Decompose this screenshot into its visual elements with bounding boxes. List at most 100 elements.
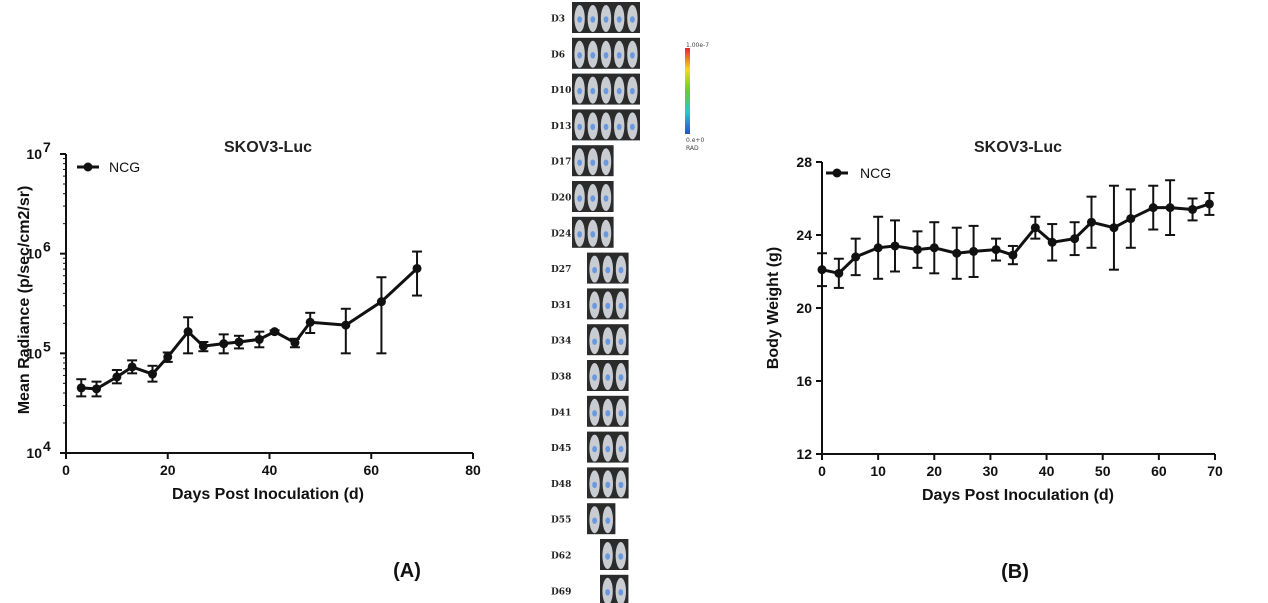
luminescence-signal [618, 266, 624, 274]
chart-a-series [76, 250, 423, 398]
luminescence-signal [616, 16, 622, 23]
data-point [991, 245, 1001, 255]
data-point [112, 372, 122, 382]
imaging-row [587, 467, 629, 499]
day-label: D27 [551, 265, 571, 275]
imaging-row [587, 324, 629, 356]
data-point [376, 297, 386, 307]
luminescence-signal [618, 302, 624, 310]
luminescence-signal [630, 123, 635, 131]
imaging-row [587, 503, 616, 535]
luminescence-signal [605, 302, 611, 310]
imaging-row [572, 216, 614, 248]
luminescence-signal [592, 302, 597, 310]
data-point [912, 245, 922, 255]
data-point [929, 243, 939, 253]
data-point [163, 352, 173, 362]
data-point [254, 334, 264, 344]
luminescence-signal [618, 553, 624, 560]
data-point [1126, 214, 1136, 224]
day-label: D3 [551, 15, 565, 25]
luminescence-signal [590, 123, 596, 131]
luminescence-signal [605, 553, 610, 560]
data-point [817, 265, 827, 275]
luminescence-signal [603, 123, 609, 131]
day-label: D69 [551, 587, 571, 597]
data-point [198, 341, 208, 351]
data-point [76, 383, 86, 393]
luminescence-signal [592, 338, 597, 345]
legend-a-label: NCG [109, 159, 140, 175]
x-tick-label: 0 [62, 462, 70, 478]
luminescence-signal [618, 589, 624, 596]
x-tick-label: 80 [465, 462, 481, 478]
x-tick-label: 0 [818, 463, 826, 479]
chart-a-legend: NCG [77, 159, 140, 175]
scale-max: 1.00e-7 [686, 42, 709, 49]
data-point [1047, 237, 1057, 247]
luminescence-signal [605, 445, 611, 453]
luminescence-signal [590, 195, 596, 202]
luminescence-signal [592, 410, 597, 417]
data-point [834, 268, 844, 278]
luminescence-signal [630, 52, 635, 59]
data-point [1148, 203, 1158, 213]
luminescence-signal [577, 231, 582, 238]
luminescence-signal [605, 410, 611, 417]
imaging-row [600, 539, 629, 570]
luminescence-signal [605, 374, 611, 381]
luminescence-signal [618, 338, 624, 345]
series-line [821, 202, 1210, 275]
legend-a-marker [83, 162, 93, 172]
imaging-row [572, 109, 640, 141]
luminescence-signal [618, 481, 624, 489]
x-tick-label: 20 [926, 463, 942, 479]
luminescence-signal [603, 159, 609, 166]
data-point [890, 241, 900, 251]
data-point [219, 339, 229, 349]
luminescence-signal [590, 231, 596, 238]
data-point [969, 246, 979, 256]
radiance-colorbar [685, 48, 690, 134]
chart-a-title: SKOV3-Luc [224, 139, 312, 156]
data-point [270, 327, 280, 337]
imaging-row [600, 574, 629, 603]
chart-b-y-ticks: 12 16 20 24 28 [796, 154, 822, 462]
luminescence-signal [592, 266, 597, 274]
luminescence-signal [618, 445, 624, 453]
imaging-row [587, 431, 629, 463]
luminescence-signal [618, 374, 624, 381]
x-tick-label: 60 [363, 462, 379, 478]
imaging-row [587, 360, 629, 391]
luminescence-signal [592, 481, 597, 489]
data-point [952, 248, 962, 258]
legend-b-marker [832, 168, 842, 178]
data-point [873, 243, 883, 253]
x-tick-label: 60 [1151, 463, 1167, 479]
day-label: D10 [551, 86, 571, 96]
x-tick-label: 20 [160, 462, 176, 478]
y-tick-exponent: 6 [43, 239, 51, 255]
scale-min: 0.e+0 [686, 137, 704, 144]
luminescence-signal [616, 87, 622, 95]
radiance-scale: 1.00e-7 0.e+0 RAD [685, 42, 709, 152]
imaging-panel: D3 D6 D10 D13 D17 D20 D24 D27 D31 D34 D38 D41 D45 D48… [551, 2, 640, 603]
data-point [234, 337, 244, 347]
chart-a-ylabel: Mean Radiance (p/sec/cm2/sr) [16, 186, 33, 415]
chart-a-xlabel: Days Post Inoculation (d) [172, 486, 364, 503]
chart-b: SKOV3-Luc 0 10 20 30 40 50 60 70 12 16 20 24 28 Day… [765, 139, 1223, 583]
luminescence-signal [577, 52, 582, 59]
data-point [92, 384, 102, 394]
y-tick-label: 10 [26, 345, 42, 361]
day-label: D13 [551, 122, 571, 132]
luminescence-signal [577, 123, 582, 131]
chart-b-x-ticks: 0 10 20 30 40 50 60 70 [818, 454, 1223, 479]
luminescence-signal [630, 87, 635, 95]
luminescence-signal [603, 87, 609, 95]
day-label: D24 [551, 229, 571, 239]
luminescence-signal [603, 16, 609, 23]
y-tick-exponent: 4 [43, 438, 51, 454]
